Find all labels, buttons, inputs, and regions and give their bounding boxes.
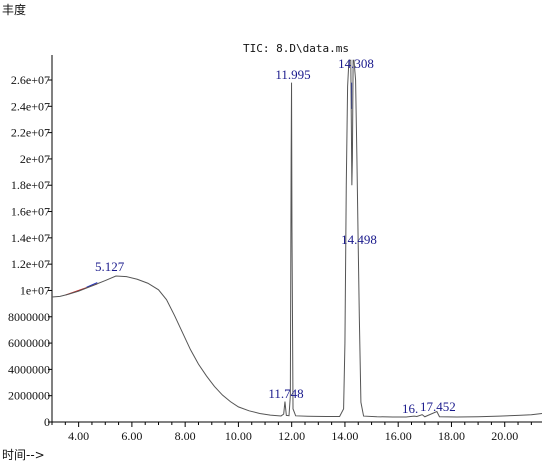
peak-label-1: 11.748 bbox=[268, 386, 303, 401]
y-tick-label-13: 2.6e+07 bbox=[11, 73, 50, 87]
x-tick-label-4: 12.00 bbox=[278, 429, 305, 443]
x-tick-label-8: 20.00 bbox=[491, 429, 518, 443]
y-tick-label-11: 2.2e+07 bbox=[11, 126, 50, 140]
y-tick-label-9: 1.8e+07 bbox=[11, 178, 50, 192]
y-tick-label-1: 2000000 bbox=[8, 389, 50, 403]
y-tick-label-0: 0 bbox=[44, 415, 50, 429]
y-tick-label-2: 4000000 bbox=[8, 362, 50, 376]
peak-label-2: 11.995 bbox=[275, 67, 310, 82]
peak-label-5: 16. bbox=[402, 401, 418, 416]
y-tick-label-10: 2e+07 bbox=[20, 152, 50, 166]
x-tick-label-3: 10.00 bbox=[225, 429, 252, 443]
x-tick-label-1: 6.00 bbox=[121, 429, 142, 443]
peak-labels: 5.127 11.748 11.995 14.308 14.498 16. 17.452 bbox=[95, 56, 456, 416]
chart-title: TIC: 8.D\data.ms bbox=[243, 42, 349, 55]
y-tick-label-12: 2.4e+07 bbox=[11, 99, 50, 113]
x-tick-label-6: 16.00 bbox=[385, 429, 412, 443]
y-tick-label-5: 1e+07 bbox=[20, 283, 50, 297]
y-tick-label-3: 6000000 bbox=[8, 336, 50, 350]
y-tick-label-8: 1.6e+07 bbox=[11, 205, 50, 219]
y-tick-label-4: 8000000 bbox=[8, 310, 50, 324]
x-tick-label-5: 14.00 bbox=[331, 429, 358, 443]
y-tick-label-7: 1.4e+07 bbox=[11, 231, 50, 245]
x-tick-label-7: 18.00 bbox=[438, 429, 465, 443]
x-axis-label: 时间--> bbox=[2, 448, 45, 462]
peak-label-6: 17.452 bbox=[420, 399, 456, 414]
peak-label-0: 5.127 bbox=[95, 259, 125, 274]
x-tick-label-2: 8.00 bbox=[175, 429, 196, 443]
plot-area: 0 2000000 4000000 6000000 8000000 1e+07 1.2e+0… bbox=[8, 55, 542, 443]
baseline-tick-1 bbox=[86, 282, 98, 288]
y-tick-label-6: 1.2e+07 bbox=[11, 257, 50, 271]
x-tick-label-0: 4.00 bbox=[68, 429, 89, 443]
peak-label-3: 14.308 bbox=[338, 56, 374, 71]
series-group bbox=[51, 59, 542, 418]
y-ticks: 0 2000000 4000000 6000000 8000000 1e+07 1.2e+0… bbox=[8, 73, 52, 429]
y-axis-label: 丰度 bbox=[2, 2, 26, 17]
peak-label-4: 14.498 bbox=[341, 232, 377, 247]
x-ticks: 4.00 6.00 8.00 10.00 12.00 14.00 16.00 18.00 20.… bbox=[51, 422, 532, 443]
tic-series-line-0 bbox=[51, 59, 542, 418]
